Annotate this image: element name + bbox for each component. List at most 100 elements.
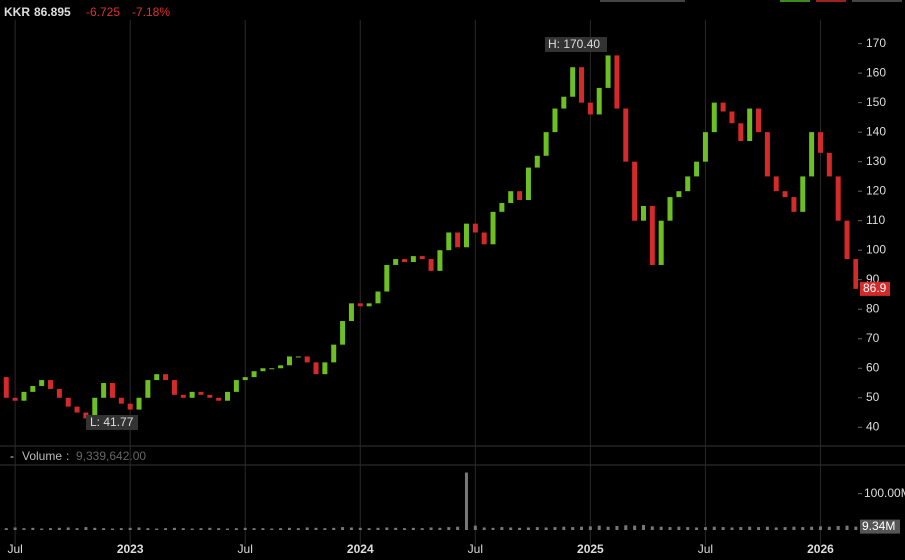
candle xyxy=(278,365,284,369)
candle xyxy=(340,321,346,345)
volume-bar xyxy=(31,527,35,530)
toolbar-button[interactable] xyxy=(816,0,846,2)
candle xyxy=(304,356,310,363)
volume-title: Volume xyxy=(22,449,62,463)
candle xyxy=(348,303,354,322)
candle xyxy=(118,397,124,404)
toolbar-button[interactable] xyxy=(852,0,902,2)
y-tick-label: 60 xyxy=(866,360,880,374)
y-tick-label: 70 xyxy=(866,331,880,345)
candle xyxy=(410,256,416,263)
y-tick-label: 80 xyxy=(866,301,880,315)
toolbar-button[interactable] xyxy=(600,0,685,2)
volume-bar xyxy=(252,528,256,530)
candle xyxy=(269,368,275,370)
candle xyxy=(596,87,602,115)
volume-bar xyxy=(155,528,159,530)
candle xyxy=(428,259,434,271)
price: 86.895 xyxy=(34,5,71,19)
candle xyxy=(30,385,36,392)
volume-bar xyxy=(22,528,26,530)
candle xyxy=(393,259,399,265)
volume-bar xyxy=(518,527,522,530)
candle xyxy=(552,108,558,133)
volume-bar xyxy=(544,527,548,530)
volume-bar xyxy=(226,528,230,530)
candle xyxy=(764,132,770,177)
candle xyxy=(83,412,89,419)
annotation-box xyxy=(545,37,607,52)
volume-bar xyxy=(482,527,486,530)
candle xyxy=(525,167,531,201)
volume-bar xyxy=(783,527,787,530)
volume-bar xyxy=(93,527,97,530)
volume-bar xyxy=(110,528,114,530)
y-tick-label: 140 xyxy=(866,124,886,138)
candle xyxy=(242,377,248,381)
candle xyxy=(189,391,195,398)
y-tick-label: 130 xyxy=(866,154,886,168)
volume-bar xyxy=(818,526,822,530)
candle xyxy=(3,377,9,398)
candle xyxy=(853,259,858,289)
candle xyxy=(65,397,71,407)
volume-bar xyxy=(420,528,424,530)
last-price-box xyxy=(860,281,890,296)
candle xyxy=(517,191,523,201)
candle xyxy=(720,102,726,112)
annotation-box xyxy=(86,415,138,430)
volume-bar xyxy=(447,527,451,530)
y-tick-label: 120 xyxy=(866,183,886,197)
candle xyxy=(260,368,266,372)
volume-toggle[interactable]: - xyxy=(10,449,14,463)
y-tick-label: 150 xyxy=(866,95,886,109)
volume-bar xyxy=(279,528,283,530)
candle xyxy=(472,223,478,233)
volume-bar xyxy=(287,527,291,530)
volume-bar xyxy=(102,528,106,530)
low-annotation: L: 41.77 xyxy=(90,415,134,429)
y-tick-label: 100 xyxy=(866,242,886,256)
symbol: KKR xyxy=(4,5,30,19)
volume-bar xyxy=(464,472,468,530)
candle xyxy=(12,397,18,401)
volume-bar xyxy=(411,527,415,530)
volume-bar xyxy=(473,525,477,530)
candle xyxy=(21,391,27,401)
candle xyxy=(216,397,222,401)
volume-bar xyxy=(810,526,814,530)
x-tick-label: Jul xyxy=(468,542,483,556)
volume-bar xyxy=(438,527,442,530)
toolbar-button[interactable] xyxy=(780,0,810,2)
candle xyxy=(534,155,540,168)
candle xyxy=(402,259,408,263)
last-volume-box xyxy=(860,519,900,534)
candle xyxy=(163,374,169,381)
candle xyxy=(747,108,753,142)
candle xyxy=(233,380,239,392)
candle xyxy=(455,232,461,248)
last-price-label: 86.9 xyxy=(863,281,887,295)
candle xyxy=(773,176,779,192)
volume-bar xyxy=(146,528,150,530)
volume-bar xyxy=(571,527,575,530)
candle xyxy=(419,256,425,260)
volume-bar xyxy=(456,526,460,530)
volume-bar xyxy=(137,527,141,530)
candle xyxy=(587,102,593,115)
x-tick-label: 2024 xyxy=(347,542,374,556)
candle xyxy=(127,403,133,410)
candle xyxy=(826,152,832,177)
volume-bar xyxy=(13,527,17,530)
candle xyxy=(632,161,638,221)
candle xyxy=(508,191,514,203)
candle xyxy=(685,176,691,192)
volume-bar xyxy=(765,526,769,530)
volume-bar xyxy=(845,525,849,530)
candle xyxy=(738,123,744,142)
volume-bar xyxy=(66,527,70,530)
volume-bar xyxy=(588,526,592,530)
volume-bar xyxy=(296,528,300,530)
change-pct: -7.18% xyxy=(132,5,170,19)
x-tick-label: 2025 xyxy=(577,542,604,556)
